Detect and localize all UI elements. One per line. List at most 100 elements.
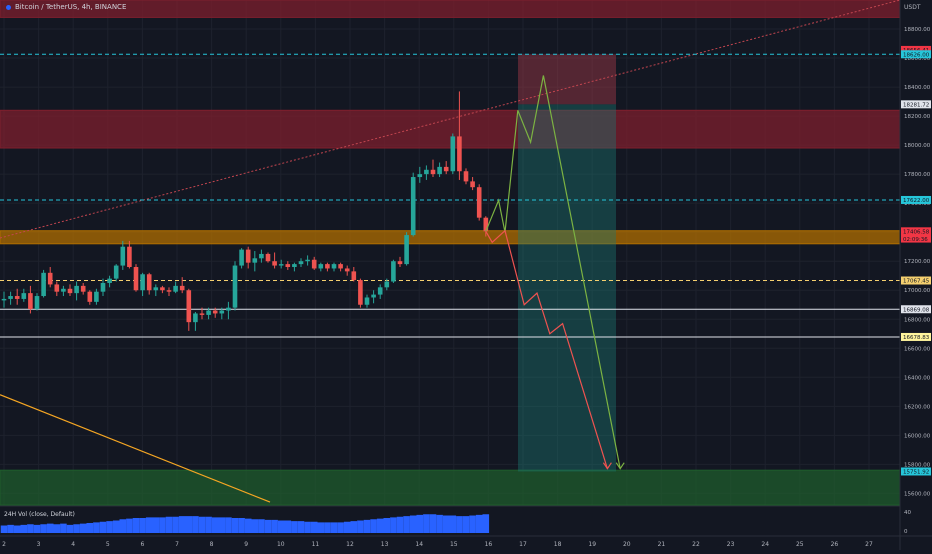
candle-body[interactable] [8,296,13,299]
volume-bar [383,518,391,533]
price-badge[interactable] [901,332,931,341]
trendline-rising[interactable] [0,0,901,239]
volume-bar [13,525,21,533]
candle-body[interactable] [325,264,330,269]
candle-body[interactable] [113,265,119,279]
price-badge[interactable] [901,100,931,109]
candle-body[interactable] [140,274,145,291]
candle-body[interactable] [87,291,93,302]
candle-body[interactable] [410,177,416,236]
zone-3[interactable] [0,469,901,506]
candle-body[interactable] [457,136,462,172]
candle-body[interactable] [1,298,7,301]
candle-body[interactable] [245,249,251,263]
candle-body[interactable] [94,291,99,302]
candle-body[interactable] [344,268,350,272]
trendline-descending[interactable] [0,394,271,503]
volume-bar [423,514,430,533]
candle-body[interactable] [21,293,27,299]
candle-body[interactable] [166,290,172,292]
candle-body[interactable] [206,310,211,315]
candle-body[interactable] [54,284,60,292]
candle-body[interactable] [417,174,423,178]
candle-body[interactable] [384,281,390,288]
zone-0[interactable] [0,0,901,18]
candle-body[interactable] [239,249,244,266]
candle-body[interactable] [259,253,264,259]
price-badge[interactable] [901,45,931,54]
price-badge[interactable] [901,195,931,204]
candle-body[interactable] [100,282,106,292]
candle-body[interactable] [153,287,159,291]
candle-body[interactable] [252,258,258,263]
candle-body[interactable] [265,253,271,262]
projection-bearish[interactable] [485,229,608,469]
candle-body[interactable] [463,171,469,182]
candle-body[interactable] [120,246,126,266]
candle-body[interactable] [443,166,449,172]
candle-body[interactable] [34,296,40,310]
candle-body[interactable] [311,259,317,269]
candle-body[interactable] [424,169,429,175]
symbol-title[interactable]: Bitcoin / TetherUS, 4h, BINANCE [6,3,126,11]
candle-body[interactable] [298,261,304,265]
candle-body[interactable] [305,259,310,262]
candle-body[interactable] [219,310,225,314]
price-badge[interactable] [901,305,931,314]
price-badge[interactable] [901,276,931,285]
candle-body[interactable] [67,288,73,294]
candle-body[interactable] [430,169,436,175]
candle-body[interactable] [377,287,383,295]
candle-body[interactable] [47,272,53,285]
candle-body[interactable] [193,313,198,323]
candle-body[interactable] [186,290,192,323]
take-profit-box[interactable] [518,104,616,472]
candle-body[interactable] [127,246,132,268]
price-badge[interactable] [901,227,931,236]
candle-body[interactable] [450,136,456,172]
candle-body[interactable] [470,181,475,188]
candle-body[interactable] [80,285,86,292]
candle-body[interactable] [476,187,482,218]
candle-body[interactable] [292,264,297,268]
candle-body[interactable] [331,264,337,269]
candle-body[interactable] [272,261,277,266]
zone-1[interactable] [0,109,901,149]
price-badge[interactable] [901,234,931,243]
candle-body[interactable] [41,272,46,297]
candle-body[interactable] [437,166,442,175]
candle-body[interactable] [351,271,357,281]
candle-body[interactable] [338,264,343,269]
candle-body[interactable] [404,235,409,265]
candle-body[interactable] [397,261,403,265]
candle-body[interactable] [358,280,363,305]
candle-body[interactable] [74,285,79,294]
price-badge[interactable] [901,467,931,476]
candle-body[interactable] [318,264,324,269]
candle-body[interactable] [364,297,370,305]
candle-body[interactable] [285,264,291,268]
candle-body[interactable] [278,264,284,266]
candle-body[interactable] [107,278,112,283]
volume-indicator-label[interactable]: 24H Vol (close, Default) [4,511,75,518]
candle-body[interactable] [232,265,238,308]
zone-2[interactable] [0,230,901,245]
candle-body[interactable] [61,288,66,292]
candle-body[interactable] [483,217,489,232]
candle-body[interactable] [226,307,231,311]
projection-bullish[interactable] [485,75,621,469]
candle-body[interactable] [133,267,139,291]
candle-body[interactable] [160,287,165,291]
candle-body[interactable] [173,285,178,292]
price-badge[interactable] [901,50,931,59]
candle-body[interactable] [371,294,376,298]
candle-body[interactable] [14,296,20,299]
candle-body[interactable] [179,285,185,291]
candle-body[interactable] [199,313,205,315]
candle-body[interactable] [146,274,152,291]
candle-body[interactable] [212,310,218,314]
candle-body[interactable] [28,293,33,310]
candle-body[interactable] [391,261,396,282]
